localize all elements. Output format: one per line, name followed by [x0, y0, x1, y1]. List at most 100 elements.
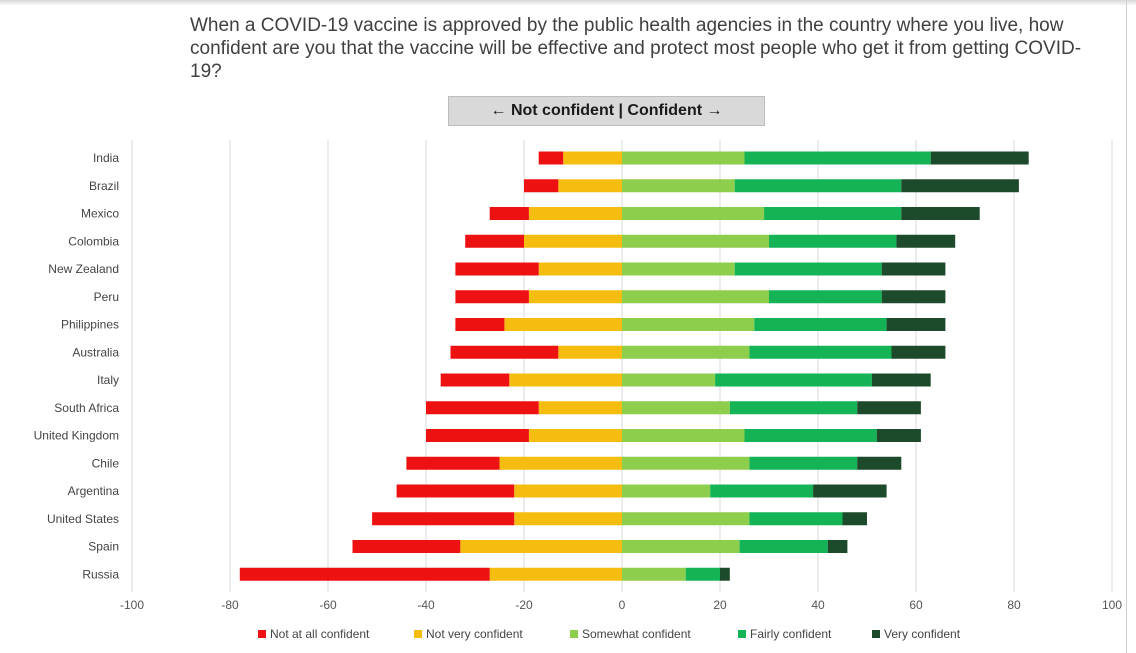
category-label: Australia [72, 345, 119, 359]
legend-swatch [414, 630, 422, 638]
category-label: South Africa [54, 401, 119, 415]
bar-somewhat-confident [622, 234, 769, 248]
x-tick-label: 40 [811, 598, 825, 612]
bar-somewhat-confident [622, 540, 740, 553]
category-label: Chile [92, 456, 120, 470]
bar-not-at-all-confident [455, 290, 529, 304]
bar-not-very-confident [528, 207, 622, 220]
bar-somewhat-confident [622, 290, 769, 304]
bar-somewhat-confident [622, 567, 686, 581]
bar-very-confident [720, 567, 730, 581]
x-tick-label: -100 [120, 598, 144, 612]
bar-not-very-confident [504, 318, 622, 331]
bar-not-very-confident [558, 179, 622, 193]
bar-somewhat-confident [622, 373, 716, 387]
bar-fairly-confident [769, 234, 897, 248]
bar-very-confident [842, 512, 867, 526]
bar-not-very-confident [538, 401, 622, 415]
legend-swatch [570, 630, 578, 638]
bar-somewhat-confident [622, 401, 730, 415]
bar-very-confident [930, 151, 1029, 165]
bar-not-at-all-confident [538, 151, 564, 165]
bar-not-very-confident [524, 234, 622, 248]
bar-not-very-confident [558, 345, 622, 359]
legend-swatch [872, 630, 880, 638]
bar-not-at-all-confident [450, 345, 559, 359]
bar-not-at-all-confident [426, 429, 529, 442]
bar-fairly-confident [744, 151, 931, 165]
bar-very-confident [896, 234, 956, 248]
bar-very-confident [827, 540, 848, 553]
bar-not-very-confident [528, 290, 622, 304]
bar-not-at-all-confident [406, 456, 500, 470]
bar-not-very-confident [538, 262, 622, 276]
x-tick-label: -20 [515, 598, 533, 612]
bar-not-very-confident [528, 429, 622, 442]
bar-not-very-confident [489, 567, 622, 581]
bar-fairly-confident [764, 207, 902, 220]
bar-somewhat-confident [622, 179, 735, 193]
bar-fairly-confident [744, 429, 877, 442]
category-label: Colombia [68, 234, 119, 248]
category-label: United Kingdom [34, 429, 119, 443]
legend: Not at all confident Not very confident So… [258, 627, 961, 641]
bar-not-very-confident [509, 373, 622, 387]
legend-swatch [258, 630, 266, 638]
bar-not-very-confident [499, 456, 622, 470]
legend-label: Fairly confident [750, 627, 832, 641]
category-label: New Zealand [48, 262, 119, 276]
x-tick-label: 80 [1007, 598, 1021, 612]
bar-very-confident [857, 401, 921, 415]
bar-somewhat-confident [622, 429, 745, 442]
bar-very-confident [886, 318, 946, 331]
bar-not-at-all-confident [440, 373, 510, 387]
bar-fairly-confident [710, 484, 814, 498]
x-tick-label: 100 [1102, 598, 1122, 612]
category-labels: India Brazil Mexico Colombia New Zealand Peru… [34, 151, 120, 581]
bar-somewhat-confident [622, 456, 750, 470]
bar-somewhat-confident [622, 512, 750, 526]
category-label: Argentina [68, 484, 120, 498]
direction-banner: ← Not confident | Confident → [448, 96, 765, 126]
bar-not-at-all-confident [396, 484, 515, 498]
x-tick-label: 20 [713, 598, 727, 612]
bar-somewhat-confident [622, 345, 750, 359]
bar-very-confident [871, 373, 931, 387]
bar-very-confident [891, 345, 946, 359]
bar-not-very-confident [514, 512, 622, 526]
bar-fairly-confident [754, 318, 887, 331]
legend-swatch [738, 630, 746, 638]
bar-fairly-confident [685, 567, 720, 581]
bar-somewhat-confident [622, 151, 745, 165]
bar-very-confident [876, 429, 921, 442]
bar-somewhat-confident [622, 318, 755, 331]
category-label: Philippines [61, 318, 119, 332]
bar-fairly-confident [715, 373, 872, 387]
category-label: Brazil [89, 179, 119, 193]
bar-not-very-confident [563, 151, 622, 165]
x-axis-ticks: -100 -80 -60 -40 -20 0 20 40 60 80 100 [120, 598, 1122, 612]
category-label: Peru [94, 290, 119, 304]
bar-not-at-all-confident [372, 512, 515, 526]
bar-not-very-confident [514, 484, 622, 498]
bar-fairly-confident [734, 262, 882, 276]
bar-not-at-all-confident [426, 401, 539, 415]
bar-very-confident [813, 484, 887, 498]
bar-fairly-confident [769, 290, 882, 304]
x-tick-label: 0 [619, 598, 626, 612]
bar-series [239, 151, 1029, 581]
category-label: United States [47, 512, 119, 526]
bar-not-at-all-confident [352, 540, 461, 553]
category-label: Spain [88, 540, 119, 554]
bar-not-at-all-confident [455, 318, 505, 331]
bar-fairly-confident [739, 540, 828, 553]
bar-somewhat-confident [622, 484, 711, 498]
legend-label: Very confident [884, 627, 961, 641]
category-label: Russia [82, 567, 119, 581]
bar-not-at-all-confident [524, 179, 559, 193]
category-label: Italy [97, 373, 119, 387]
category-label: India [93, 151, 119, 165]
bar-very-confident [881, 290, 946, 304]
